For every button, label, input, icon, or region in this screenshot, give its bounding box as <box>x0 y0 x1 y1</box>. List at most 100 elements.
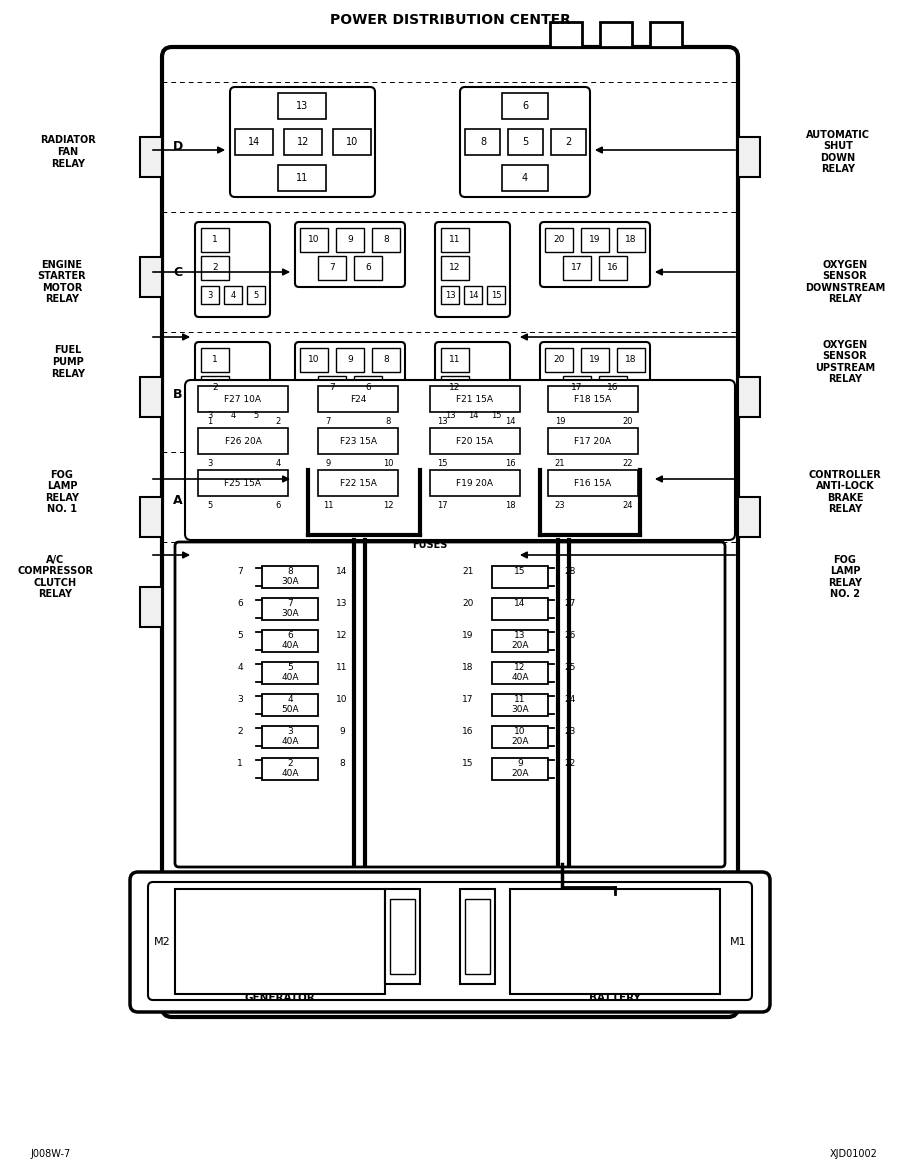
Text: 13: 13 <box>296 101 308 111</box>
Bar <box>278 165 326 191</box>
Text: 6: 6 <box>237 600 243 608</box>
Text: 8: 8 <box>287 567 292 577</box>
Bar <box>460 890 495 984</box>
Text: 16: 16 <box>463 728 473 736</box>
Text: 17: 17 <box>436 502 447 511</box>
Text: 5: 5 <box>254 291 258 300</box>
Text: A: A <box>173 493 183 506</box>
Text: F19 20A: F19 20A <box>456 478 493 488</box>
Text: 5: 5 <box>237 632 243 641</box>
Bar <box>224 406 242 424</box>
Text: 6: 6 <box>365 383 371 393</box>
Text: 8: 8 <box>480 137 486 146</box>
Bar <box>354 255 382 280</box>
Text: 19: 19 <box>554 417 565 427</box>
Bar <box>738 377 760 417</box>
Bar <box>284 129 322 155</box>
FancyBboxPatch shape <box>435 222 510 316</box>
Text: 20A: 20A <box>511 641 529 650</box>
Text: AUTOMATIC
SHUT
DOWN
RELAY: AUTOMATIC SHUT DOWN RELAY <box>806 130 870 175</box>
Text: 13: 13 <box>436 417 447 427</box>
Text: 4: 4 <box>230 291 236 300</box>
Text: 2: 2 <box>212 383 218 393</box>
Text: 13: 13 <box>514 632 526 641</box>
FancyBboxPatch shape <box>162 47 738 1017</box>
Text: J008W-7: J008W-7 <box>30 1149 70 1159</box>
Text: 24: 24 <box>623 502 634 511</box>
Text: 14: 14 <box>468 291 478 300</box>
FancyBboxPatch shape <box>230 87 375 197</box>
Text: 16: 16 <box>505 459 516 469</box>
Text: 5: 5 <box>207 502 212 511</box>
Text: 50A: 50A <box>281 706 299 715</box>
Text: 11: 11 <box>449 236 461 245</box>
Text: 22: 22 <box>564 759 576 769</box>
Text: 20: 20 <box>623 417 634 427</box>
Text: 30A: 30A <box>281 609 299 619</box>
Bar <box>235 129 273 155</box>
Bar <box>548 386 638 413</box>
Text: 19: 19 <box>590 236 601 245</box>
Text: 2: 2 <box>275 417 281 427</box>
Text: 13: 13 <box>337 600 347 608</box>
Text: F25 15A: F25 15A <box>224 478 262 488</box>
Bar <box>247 406 265 424</box>
Bar <box>430 386 520 413</box>
Bar <box>492 758 548 781</box>
Bar <box>551 129 586 155</box>
Text: 17: 17 <box>463 695 473 704</box>
Text: 4: 4 <box>275 459 281 469</box>
Text: F24: F24 <box>350 395 366 403</box>
Text: 13: 13 <box>445 291 455 300</box>
Text: 11: 11 <box>449 355 461 364</box>
Bar <box>140 257 162 297</box>
Text: 2: 2 <box>238 728 243 736</box>
Text: F27 10A: F27 10A <box>224 395 262 403</box>
Bar <box>201 348 229 372</box>
Bar <box>545 348 573 372</box>
Text: 17: 17 <box>572 383 583 393</box>
Bar <box>175 890 385 994</box>
Text: 10: 10 <box>382 459 393 469</box>
Text: 2: 2 <box>212 264 218 273</box>
Bar <box>385 890 420 984</box>
Text: M2: M2 <box>154 936 170 947</box>
Bar <box>262 566 318 588</box>
Text: 12: 12 <box>514 663 526 673</box>
Text: 30A: 30A <box>511 706 529 715</box>
Bar <box>441 229 469 252</box>
Bar <box>140 137 162 177</box>
Text: 21: 21 <box>463 567 473 577</box>
Text: 16: 16 <box>608 264 619 273</box>
Bar <box>224 286 242 304</box>
Bar <box>492 725 548 748</box>
Text: 9: 9 <box>347 236 353 245</box>
FancyBboxPatch shape <box>148 883 752 1000</box>
FancyBboxPatch shape <box>175 541 725 867</box>
Text: 9: 9 <box>518 759 523 769</box>
Text: 19: 19 <box>463 632 473 641</box>
Text: 6: 6 <box>287 632 292 641</box>
Bar <box>510 890 720 994</box>
Bar <box>581 348 609 372</box>
Text: 11: 11 <box>337 663 347 673</box>
Text: 1: 1 <box>212 236 218 245</box>
Bar <box>318 376 346 400</box>
Text: F20 15A: F20 15A <box>456 436 493 445</box>
Text: 10: 10 <box>514 728 526 736</box>
Text: 10: 10 <box>308 355 320 364</box>
Text: 2: 2 <box>565 137 572 146</box>
Text: OXYGEN
SENSOR
UPSTREAM
RELAY: OXYGEN SENSOR UPSTREAM RELAY <box>814 340 875 384</box>
Bar <box>487 286 505 304</box>
Bar <box>278 93 326 120</box>
Text: GENERATOR: GENERATOR <box>245 993 315 1003</box>
Bar <box>201 376 229 400</box>
Text: 19: 19 <box>590 355 601 364</box>
Text: 10: 10 <box>346 137 358 146</box>
Bar <box>502 93 548 120</box>
Bar <box>262 598 318 620</box>
Text: 7: 7 <box>325 417 330 427</box>
Bar <box>563 255 591 280</box>
Text: 3: 3 <box>207 291 212 300</box>
Text: 14: 14 <box>468 410 478 420</box>
